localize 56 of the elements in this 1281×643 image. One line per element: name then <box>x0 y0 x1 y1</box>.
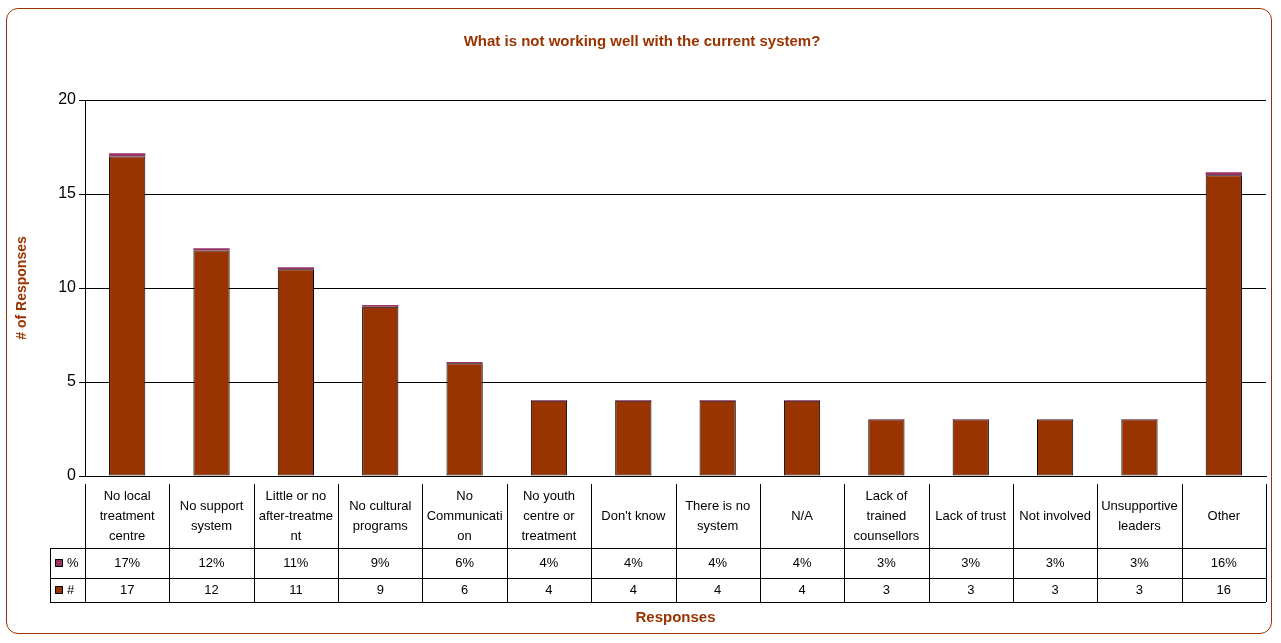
x-tick-label: N/A <box>791 507 814 523</box>
data-label: 11 <box>289 581 303 597</box>
x-tick-label: Unsupportive leaders <box>1101 497 1178 533</box>
data-label: 12 <box>204 581 219 597</box>
data-label: 3% <box>961 554 981 570</box>
x-tick-label: Don't know <box>601 507 666 523</box>
x-tick-label: Not involved <box>1019 507 1091 523</box>
x-tick-label: No Communication <box>426 487 503 543</box>
data-label: 3 <box>882 581 891 597</box>
data-label: 11% <box>283 554 309 570</box>
data-label: 4 <box>798 581 806 597</box>
data-label: 3 <box>967 581 975 597</box>
y-tick-label: 5 <box>67 372 77 390</box>
x-tick-label: No support system <box>179 497 244 533</box>
x-tick-label: There is no system <box>685 497 751 533</box>
data-label: 6% <box>455 554 475 570</box>
data-label: 17 <box>119 581 135 597</box>
data-label: 12% <box>198 554 225 570</box>
data-label: 4% <box>539 554 559 570</box>
y-tick-label: 20 <box>58 90 77 108</box>
x-tick-label: Lack of trust <box>935 507 1007 523</box>
x-tick-label: No cultural programs <box>349 497 412 533</box>
data-label: 17% <box>114 554 141 570</box>
data-label: 9 <box>376 581 384 597</box>
legend-label: % <box>67 554 79 570</box>
data-label: 4% <box>623 554 644 570</box>
x-tick-label: No local treatment centre <box>99 487 156 543</box>
data-label: 3 <box>1135 581 1144 597</box>
data-label: 3% <box>876 554 897 570</box>
data-label: 4 <box>629 581 637 597</box>
x-tick-label: Lack of trained counsellors <box>853 487 920 543</box>
x-tick-label: Little or no after-treatment <box>258 487 334 543</box>
data-label: 16 <box>1216 581 1232 597</box>
legend-label: # <box>67 581 75 597</box>
data-label: 4 <box>714 581 722 597</box>
bar <box>109 153 146 157</box>
data-label: 3 <box>1051 581 1059 597</box>
y-tick-label: 15 <box>58 184 77 202</box>
data-label: 4% <box>708 554 728 570</box>
y-tick-label: 0 <box>67 466 77 484</box>
data-label: 6 <box>460 581 469 597</box>
x-axis-title: Responses <box>635 608 716 626</box>
y-axis-title: # of Responses <box>13 236 30 340</box>
x-tick-label: Other <box>1207 507 1241 523</box>
data-label: 4% <box>792 554 812 570</box>
chart-title: What is not working well with the current system? <box>463 32 821 50</box>
bar <box>193 248 230 251</box>
x-tick-label: No youth centre or treatment <box>521 487 577 543</box>
data-label: 4 <box>545 581 553 597</box>
data-label: 9% <box>370 554 391 570</box>
data-label: 3% <box>1130 554 1150 570</box>
y-tick-label: 10 <box>58 278 77 296</box>
data-label: 16% <box>1210 554 1238 570</box>
bar <box>1205 172 1242 176</box>
bar <box>277 267 315 270</box>
data-label: 3% <box>1045 554 1065 570</box>
